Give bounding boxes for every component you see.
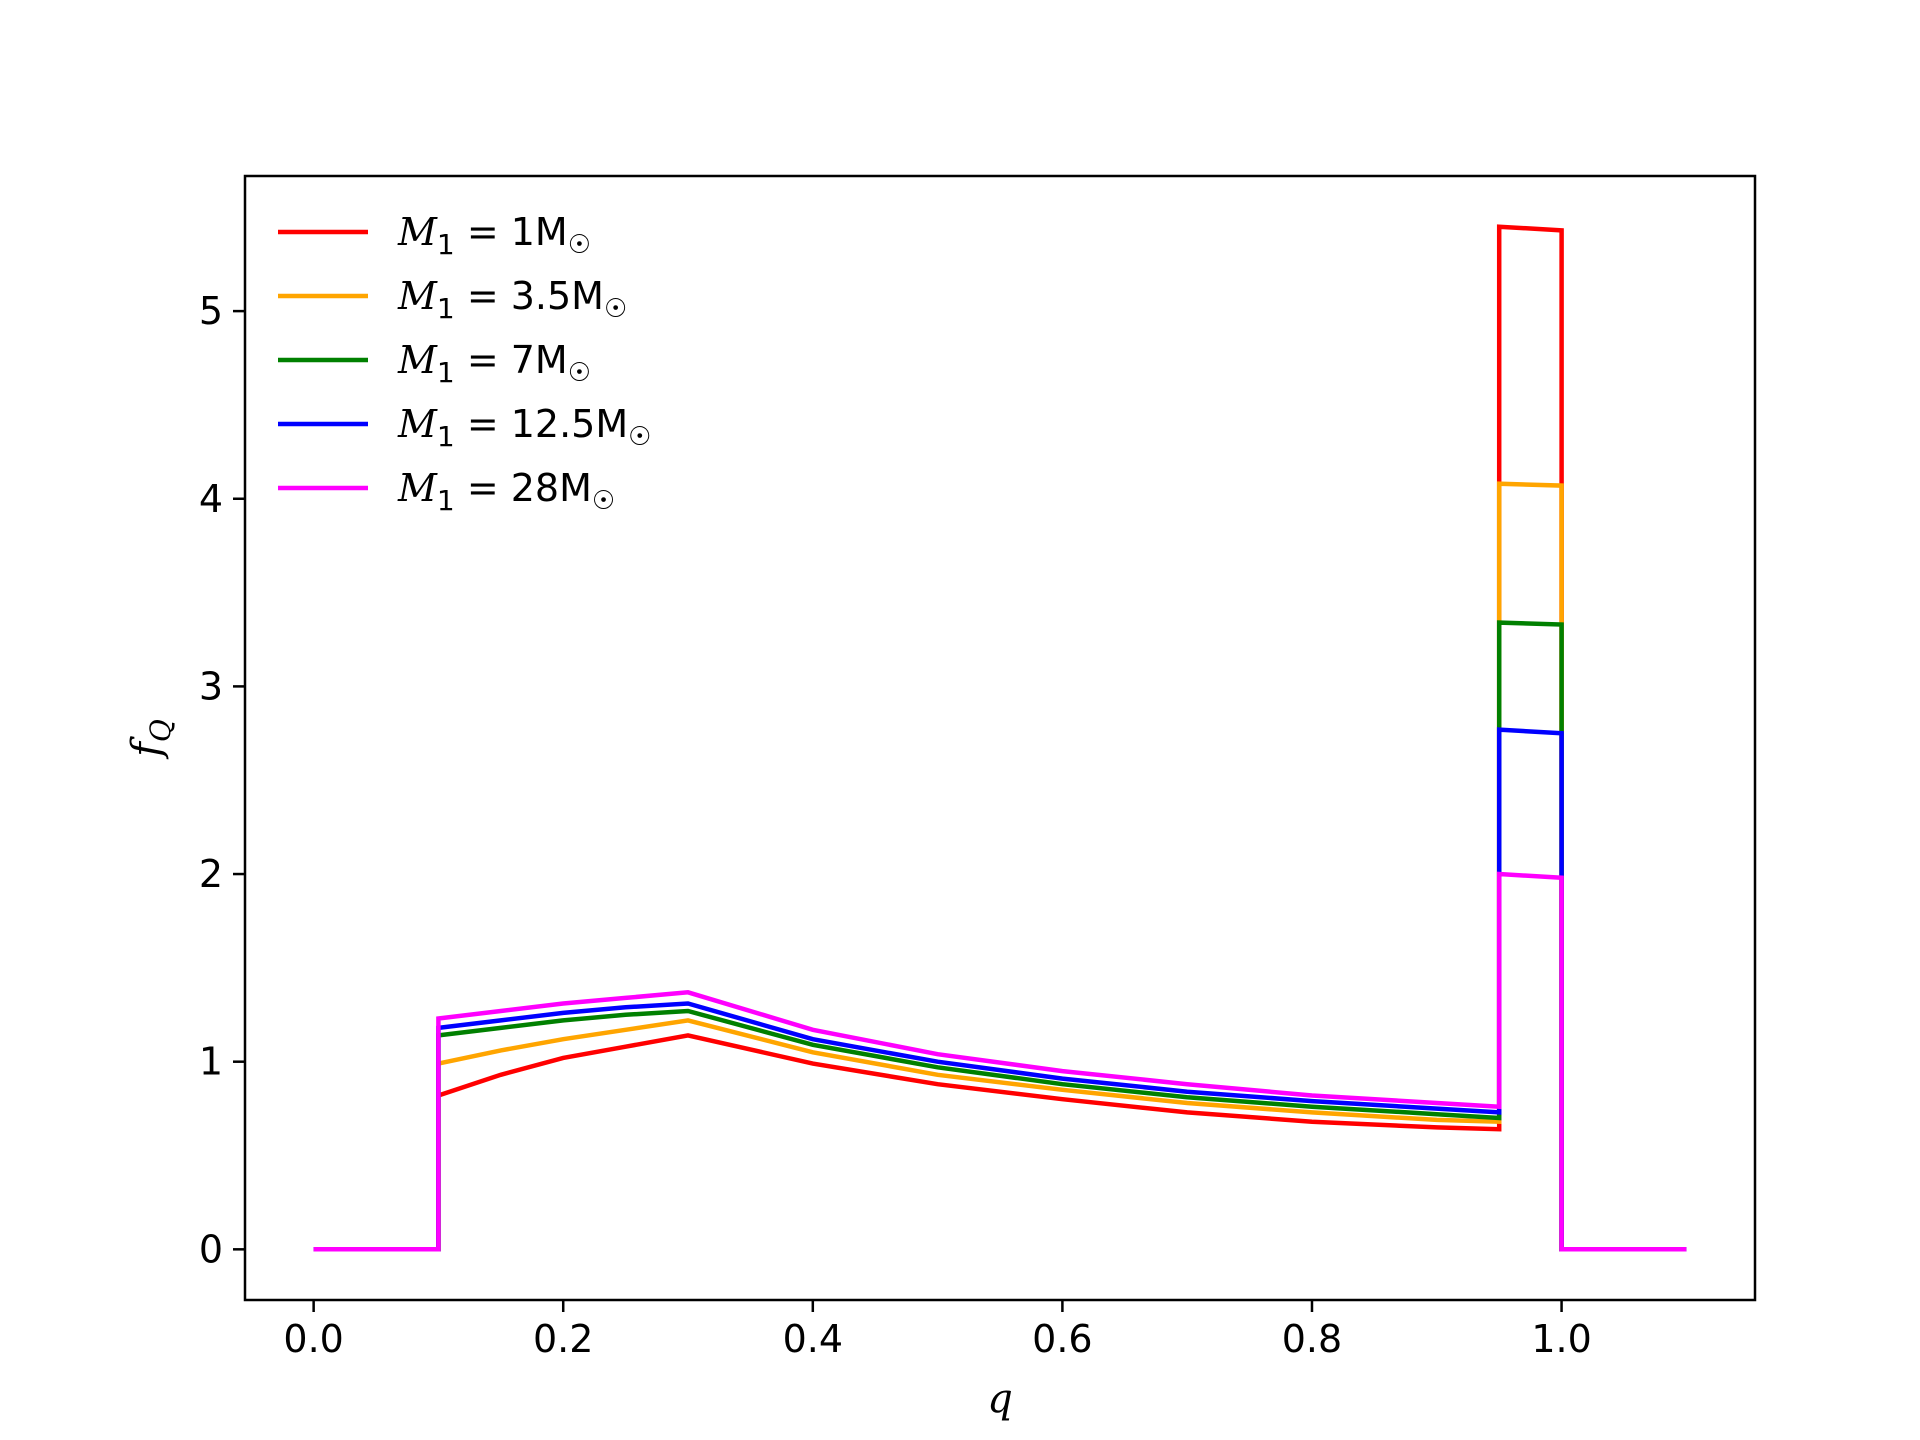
x-tick-label: 0.4 xyxy=(783,1317,843,1361)
legend-label-4: M1 = 12.5M☉ xyxy=(397,402,651,453)
x-axis-ticks: 0.0 0.2 0.4 0.6 0.8 1.0 xyxy=(283,1300,1592,1361)
legend-label-1: M1 = 1M☉ xyxy=(397,210,591,261)
legend-label-3: M1 = 7M☉ xyxy=(397,338,591,389)
series-line-5 xyxy=(313,871,1687,1252)
x-tick-label: 0.8 xyxy=(1282,1317,1342,1361)
y-tick-label: 5 xyxy=(199,289,223,333)
axes-frame xyxy=(243,174,1757,1302)
y-tick-label: 0 xyxy=(199,1227,223,1271)
legend-label-2: M1 = 3.5M☉ xyxy=(397,274,627,325)
series-line-4 xyxy=(313,727,1687,1252)
y-tick-label: 1 xyxy=(199,1040,223,1084)
series-line-2 xyxy=(313,481,1687,1252)
legend: M1 = 1M☉ M1 = 3.5M☉ M1 = 7M☉ M1 = 12.5M☉ M1 … xyxy=(278,210,651,517)
y-axis-label-sub: Q xyxy=(144,719,177,742)
series-line-1 xyxy=(313,224,1687,1252)
legend-label-5: M1 = 28M☉ xyxy=(397,466,615,517)
y-axis-ticks: 0 1 2 3 4 5 xyxy=(199,289,245,1271)
y-tick-label: 3 xyxy=(199,664,223,708)
y-tick-label: 4 xyxy=(199,477,223,521)
plot-lines xyxy=(313,224,1687,1252)
x-axis-label: q xyxy=(987,1376,1013,1422)
x-tick-label: 0.6 xyxy=(1032,1317,1092,1361)
x-tick-label: 1.0 xyxy=(1531,1317,1591,1361)
x-tick-label: 0.0 xyxy=(283,1317,343,1361)
y-tick-label: 2 xyxy=(199,852,223,896)
x-tick-label: 0.2 xyxy=(533,1317,593,1361)
series-line-3 xyxy=(313,620,1687,1252)
